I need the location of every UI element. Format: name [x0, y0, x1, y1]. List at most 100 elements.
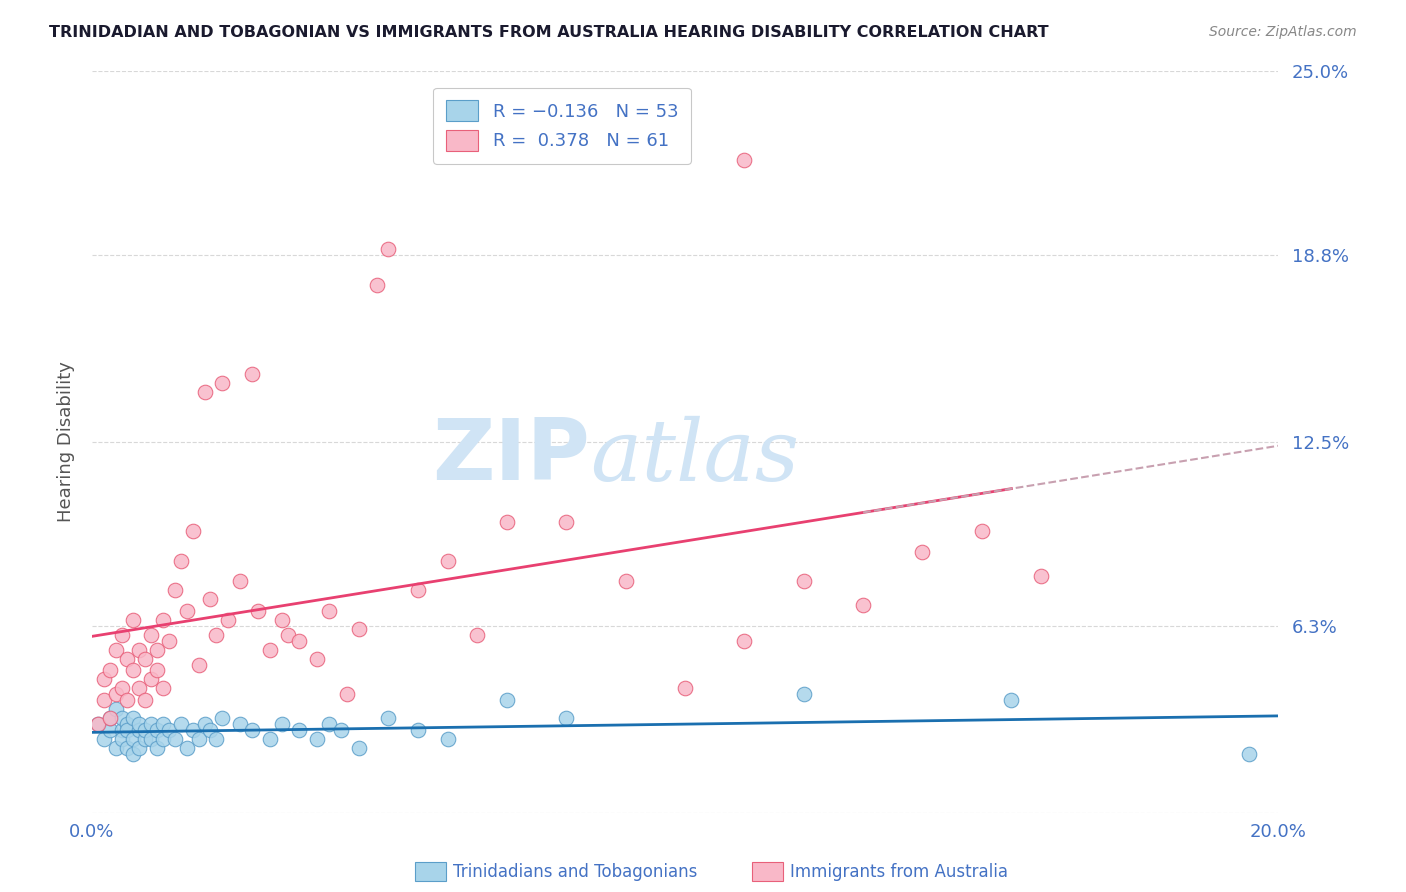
Point: [110, 723, 132, 737]
Legend: R = −0.136   N = 53, R =  0.378   N = 61: R = −0.136 N = 53, R = 0.378 N = 61: [433, 87, 690, 163]
Point: [270, 613, 292, 627]
Point: [270, 717, 292, 731]
Point: [852, 598, 875, 612]
Point: [229, 717, 252, 731]
Point: [170, 554, 193, 568]
Point: [146, 740, 169, 755]
Point: [128, 681, 150, 696]
Point: [152, 613, 174, 627]
Point: [288, 633, 311, 648]
Point: [307, 731, 329, 746]
Point: [911, 545, 934, 559]
Point: [93, 693, 115, 707]
Point: [176, 604, 198, 618]
Point: [98, 711, 121, 725]
Text: atlas: atlas: [591, 416, 800, 498]
Point: [157, 723, 180, 737]
Point: [146, 723, 169, 737]
Point: [117, 723, 139, 737]
Point: [277, 628, 299, 642]
Point: [176, 740, 198, 755]
Point: [318, 604, 340, 618]
Point: [93, 673, 115, 687]
Point: [246, 604, 269, 618]
Point: [87, 717, 110, 731]
Point: [347, 622, 370, 636]
Text: Trinidadians and Tobagonians: Trinidadians and Tobagonians: [453, 863, 697, 881]
Point: [193, 717, 215, 731]
Point: [240, 723, 263, 737]
Point: [288, 723, 311, 737]
Point: [104, 702, 127, 716]
Point: [1237, 747, 1260, 761]
Point: [793, 687, 815, 701]
Point: [187, 731, 209, 746]
Point: [134, 651, 156, 665]
Point: [366, 277, 388, 292]
Point: [211, 376, 233, 390]
Point: [205, 731, 228, 746]
Point: [157, 633, 180, 648]
Point: [614, 574, 637, 589]
Y-axis label: Hearing Disability: Hearing Disability: [58, 361, 75, 523]
Point: [134, 723, 156, 737]
Point: [98, 711, 121, 725]
Point: [496, 515, 519, 529]
Point: [377, 711, 399, 725]
Point: [307, 651, 329, 665]
Point: [555, 711, 578, 725]
Point: [330, 723, 353, 737]
Point: [134, 731, 156, 746]
Point: [259, 642, 281, 657]
Text: Immigrants from Australia: Immigrants from Australia: [790, 863, 1008, 881]
Point: [170, 717, 193, 731]
Point: [122, 747, 145, 761]
Point: [205, 628, 228, 642]
Point: [152, 731, 174, 746]
Point: [200, 723, 222, 737]
Point: [181, 723, 204, 737]
Point: [104, 740, 127, 755]
Point: [193, 384, 215, 399]
Point: [436, 731, 458, 746]
Point: [347, 740, 370, 755]
Text: TRINIDADIAN AND TOBAGONIAN VS IMMIGRANTS FROM AUSTRALIA HEARING DISABILITY CORRE: TRINIDADIAN AND TOBAGONIAN VS IMMIGRANTS…: [49, 25, 1049, 40]
Point: [141, 731, 163, 746]
Point: [128, 642, 150, 657]
Point: [104, 687, 127, 701]
Point: [187, 657, 209, 672]
Text: Source: ZipAtlas.com: Source: ZipAtlas.com: [1209, 25, 1357, 39]
Point: [87, 717, 110, 731]
Point: [98, 723, 121, 737]
Point: [336, 687, 359, 701]
Point: [104, 642, 127, 657]
Point: [117, 740, 139, 755]
Point: [117, 651, 139, 665]
Point: [141, 628, 163, 642]
Point: [122, 731, 145, 746]
Point: [793, 574, 815, 589]
Point: [555, 515, 578, 529]
Point: [122, 664, 145, 678]
Point: [673, 681, 696, 696]
Point: [163, 731, 186, 746]
Point: [200, 592, 222, 607]
Point: [117, 693, 139, 707]
Point: [117, 717, 139, 731]
Point: [377, 242, 399, 256]
Point: [496, 693, 519, 707]
Point: [98, 664, 121, 678]
Point: [134, 693, 156, 707]
Point: [141, 717, 163, 731]
Point: [1029, 568, 1052, 582]
Point: [436, 554, 458, 568]
Point: [141, 673, 163, 687]
Point: [181, 524, 204, 538]
Point: [406, 583, 429, 598]
Point: [110, 628, 132, 642]
Point: [122, 711, 145, 725]
Point: [146, 642, 169, 657]
Point: [128, 740, 150, 755]
Point: [93, 731, 115, 746]
Point: [110, 681, 132, 696]
